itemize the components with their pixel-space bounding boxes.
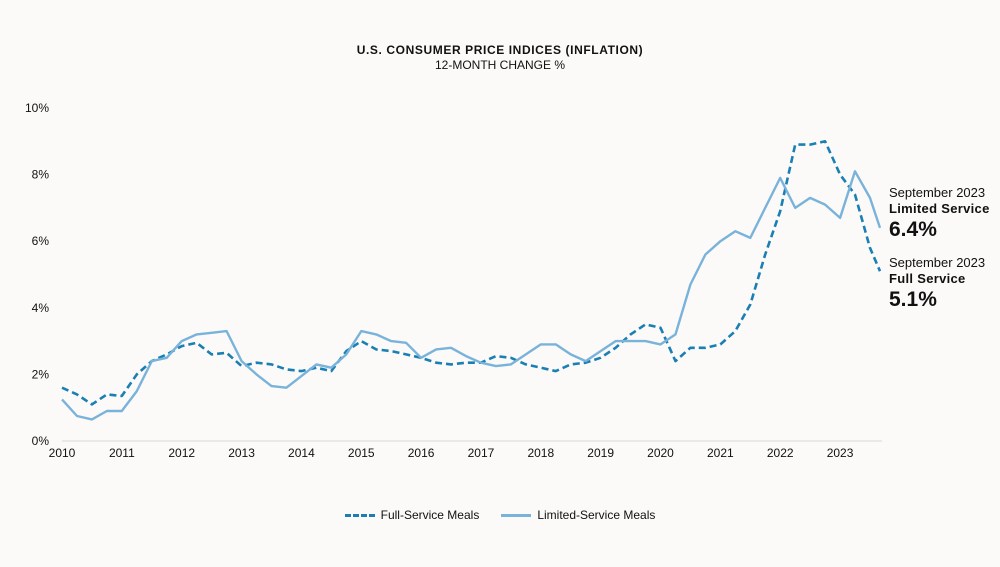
legend: Full-Service Meals Limited-Service Meals (0, 508, 1000, 522)
y-tick-label: 6% (32, 234, 50, 248)
annotation-date: September 2023 (889, 255, 986, 270)
x-tick-label: 2011 (109, 446, 135, 460)
annotation-value: 5.1% (889, 288, 937, 312)
x-tick-label: 2012 (168, 446, 195, 460)
annotation-label: Limited Service (889, 200, 990, 216)
annotation-value: 6.4% (889, 218, 937, 242)
dashed-line-swatch-icon (344, 513, 375, 517)
x-tick-label: 2015 (348, 446, 375, 460)
x-tick-label: 2019 (587, 446, 614, 460)
annotation-full-service: September 2023 Full Service 5.1% (889, 255, 985, 312)
y-tick-label: 0% (32, 434, 50, 448)
y-tick-label: 4% (32, 301, 50, 315)
x-tick-label: 2018 (527, 446, 554, 460)
x-tick-label: 2020 (647, 446, 674, 460)
y-tick-label: 2% (32, 367, 50, 381)
chart-title: U.S. CONSUMER PRICE INDICES (INFLATION) (356, 43, 644, 57)
full-service-series-line (61, 140, 882, 406)
x-tick-label: 2010 (49, 446, 76, 460)
x-tick-label: 2016 (408, 446, 435, 460)
x-tick-label: 2013 (228, 446, 255, 460)
limited-service-series-line (61, 170, 882, 421)
x-tick-label: 2021 (707, 446, 734, 460)
annotation-date: September 2023 (889, 185, 986, 200)
legend-label: Full-Service Meals (380, 508, 480, 522)
annotation-label: Full Service (889, 270, 966, 286)
legend-label: Limited-Service Meals (537, 508, 656, 522)
x-tick-label: 2014 (288, 446, 315, 460)
y-tick-label: 8% (32, 168, 50, 182)
solid-line-swatch-icon (501, 513, 532, 517)
legend-item-full-service: Full-Service Meals (344, 508, 480, 522)
chart-subtitle: 12-MONTH CHANGE % (434, 58, 565, 72)
annotation-limited-service: September 2023 Limited Service 6.4% (889, 185, 990, 242)
x-tick-label: 2022 (767, 446, 794, 460)
legend-item-limited-service: Limited-Service Meals (501, 508, 655, 522)
x-tick-label: 2017 (468, 446, 495, 460)
x-tick-label: 2023 (827, 446, 854, 460)
y-tick-label: 10% (25, 101, 49, 115)
